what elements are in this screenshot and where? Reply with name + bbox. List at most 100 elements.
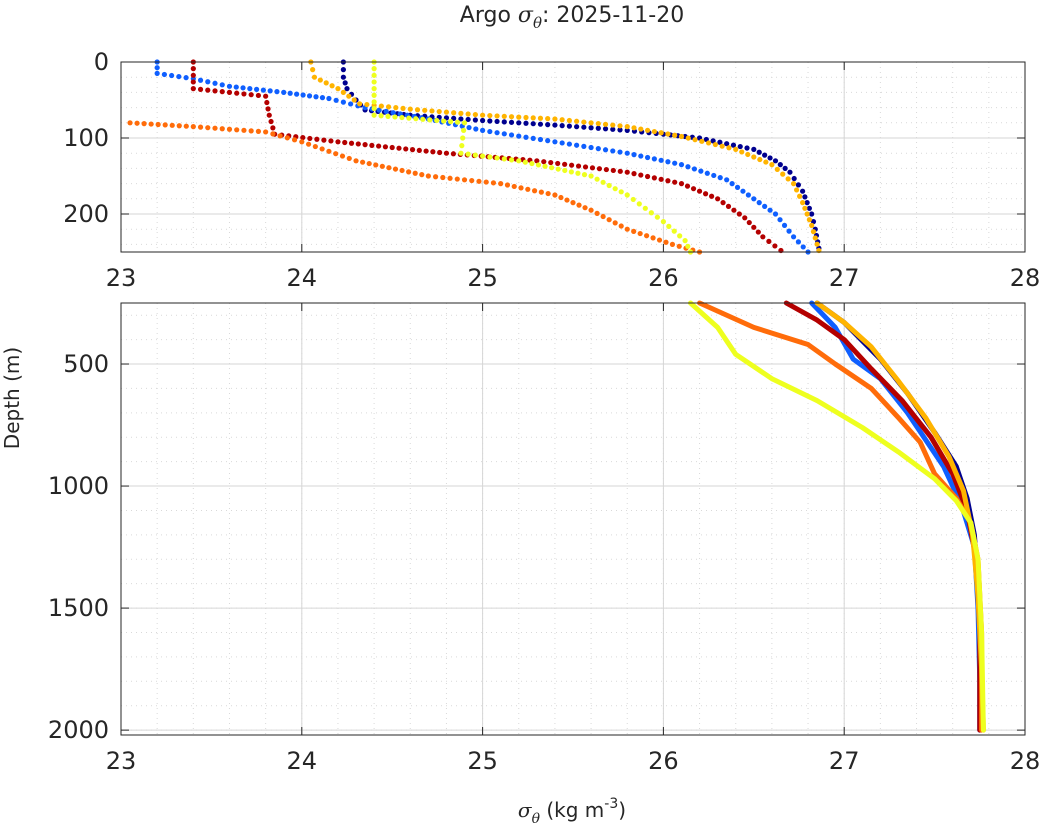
data-point-orange-float: [406, 169, 412, 175]
data-point-red-float: [430, 149, 436, 155]
data-point-red-float: [562, 161, 568, 167]
data-point-gold-float: [487, 112, 493, 119]
data-point-yellow-float: [636, 201, 642, 207]
data-point-orange-float: [333, 151, 339, 157]
data-point-blue-float: [581, 143, 587, 149]
data-point-blue-float: [376, 107, 382, 113]
axes-box: [120, 302, 1026, 736]
data-point-yellow-float: [624, 192, 630, 198]
y-tick-label: 200: [63, 200, 109, 228]
data-point-yellow-float: [448, 119, 454, 125]
data-point-orange-float: [656, 237, 663, 243]
data-point-dark-blue-float: [717, 139, 723, 145]
data-point-orange-float: [663, 239, 669, 245]
x-axis-label: σθ (kg m-3): [518, 796, 626, 827]
data-point-blue-float: [624, 150, 630, 156]
data-point-gold-float: [335, 86, 341, 92]
data-point-red-float: [212, 88, 218, 94]
data-point-orange-float: [284, 135, 290, 141]
y-tick-label: 2000: [48, 716, 109, 744]
data-point-blue-float: [537, 136, 544, 143]
data-point-dark-blue-float: [574, 124, 580, 130]
data-point-red-float: [596, 166, 603, 172]
data-point-dark-blue-float: [737, 143, 743, 150]
data-point-dark-blue-float: [787, 169, 793, 175]
data-point-gold-float: [763, 159, 769, 165]
data-point-orange-float: [212, 125, 218, 131]
data-point-gold-float: [699, 138, 705, 144]
data-point-orange-float: [386, 165, 392, 171]
data-point-blue-float: [205, 79, 211, 85]
data-point-orange-float: [518, 185, 524, 191]
data-point-orange-float: [197, 124, 204, 130]
data-point-gold-float: [465, 111, 471, 117]
data-point-gold-float: [414, 107, 421, 113]
data-point-orange-float: [169, 122, 175, 128]
data-point-orange-float: [511, 183, 517, 190]
data-point-blue-float: [313, 94, 319, 100]
data-point-yellow-float: [441, 118, 447, 124]
data-point-red-float: [376, 143, 382, 149]
data-point-yellow-float: [371, 105, 377, 112]
data-point-blue-float: [183, 75, 189, 81]
data-point-blue-float: [644, 154, 651, 161]
data-point-blue-float: [267, 88, 273, 94]
data-point-gold-float: [651, 128, 657, 135]
data-point-orange-float: [606, 217, 612, 223]
data-point-dark-blue-float: [800, 188, 806, 194]
data-point-yellow-float: [501, 156, 507, 162]
data-point-yellow-float: [371, 92, 377, 98]
data-point-blue-float: [795, 239, 801, 245]
data-point-red-float: [255, 92, 262, 99]
data-point-red-float: [760, 234, 766, 240]
title-suffix: : 2025-11-20: [542, 3, 684, 28]
data-point-blue-float: [651, 156, 657, 162]
data-point-yellow-float: [660, 219, 667, 225]
data-point-orange-float: [558, 194, 564, 201]
data-point-gold-float: [310, 67, 316, 73]
data-point-yellow-float: [487, 154, 493, 160]
data-point-yellow-float: [494, 155, 500, 161]
data-point-dark-blue-float: [724, 141, 730, 147]
data-point-orange-float: [490, 180, 497, 186]
data-point-blue-float: [672, 160, 678, 166]
data-point-orange-float: [234, 127, 240, 133]
lower-panel: 23 24 25 26 27 28 500 1000 1500 2000: [48, 300, 1040, 775]
data-point-dark-blue-float: [537, 121, 544, 127]
data-point-gold-float: [757, 156, 763, 163]
data-point-orange-float: [432, 174, 439, 180]
y-tick-label: 1500: [48, 594, 109, 622]
data-point-orange-float: [360, 159, 366, 165]
data-point-orange-float: [525, 186, 531, 192]
data-point-yellow-float: [549, 165, 555, 171]
data-point-red-float: [678, 181, 685, 187]
data-point-orange-float: [504, 182, 511, 188]
data-point-red-float: [190, 66, 196, 72]
data-point-red-float: [651, 175, 657, 181]
title-symbol: σ: [518, 3, 534, 28]
data-point-blue-float: [781, 222, 788, 228]
data-point-red-float: [342, 139, 348, 146]
data-point-yellow-float: [392, 114, 398, 120]
xlabel-close: ): [618, 798, 626, 822]
data-point-gold-float: [311, 74, 318, 80]
data-point-red-float: [300, 134, 306, 141]
data-point-blue-float: [777, 217, 783, 223]
data-point-blue-float: [610, 148, 616, 154]
data-point-yellow-float: [594, 176, 600, 182]
data-point-gold-float: [800, 200, 806, 206]
data-point-orange-float: [205, 125, 211, 131]
data-point-orange-float: [425, 173, 431, 179]
data-point-red-float: [715, 196, 721, 202]
data-point-dark-blue-float: [581, 124, 587, 130]
data-point-gold-float: [422, 107, 428, 113]
data-point-gold-float: [804, 211, 810, 217]
data-point-blue-float: [631, 152, 637, 158]
data-point-blue-float: [678, 162, 685, 168]
xlabel-units: (kg m: [540, 798, 604, 822]
data-point-red-float: [321, 137, 327, 143]
data-point-gold-float: [751, 154, 757, 160]
data-point-blue-float: [665, 159, 671, 165]
x-tick-label: 23: [106, 747, 137, 775]
